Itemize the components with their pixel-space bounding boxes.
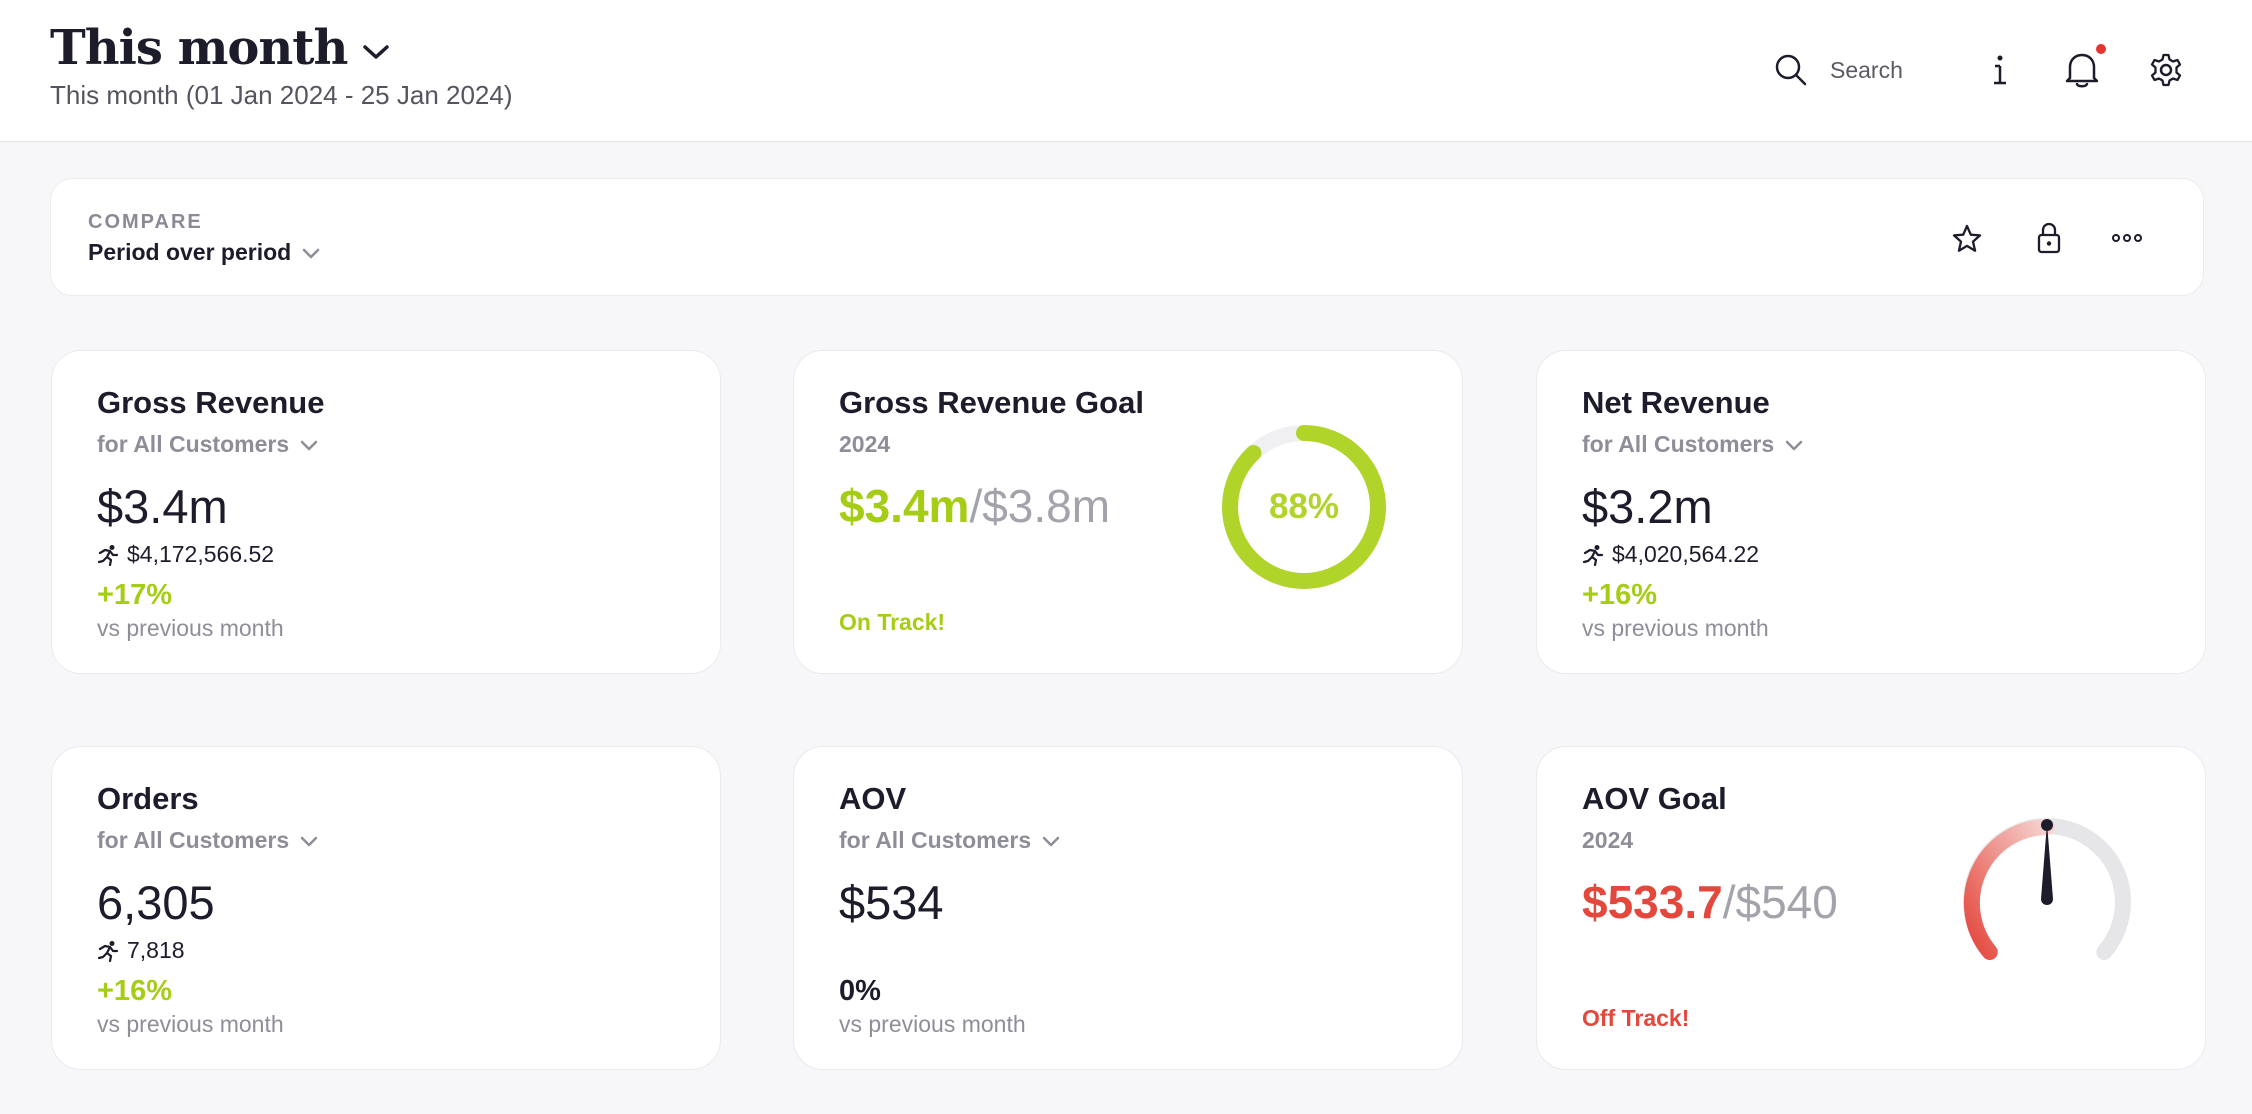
comparison-label: vs previous month [97,1011,284,1037]
customer-filter[interactable]: for All Customers [839,827,1061,854]
orders-card[interactable]: Orders for All Customers 6,305 7,818 +16… [51,746,721,1070]
notification-badge [2096,44,2106,54]
date-range: This month (01 Jan 2024 - 25 Jan 2024) [50,80,513,110]
chevron-down-icon[interactable] [1784,438,1804,452]
run-rate: 7,818 [97,937,185,964]
goal-gauge-chart [1963,817,2131,960]
change-percent: +17% [97,579,172,611]
compare-value[interactable]: Period over period [88,239,292,265]
customer-filter-label[interactable]: for All Customers [97,431,290,457]
goal-separator: / [969,480,983,532]
aov-card[interactable]: AOV for All Customers $534 0% vs previou… [793,746,1463,1070]
card-title: AOV Goal [1582,781,1727,816]
goal-donut-chart: 88% [1222,425,1386,589]
period-selector[interactable]: This month [50,20,391,76]
card-title: Gross Revenue [97,385,325,420]
customer-filter-label[interactable]: for All Customers [97,827,290,853]
change-percent: 0% [839,975,881,1007]
chevron-down-icon[interactable] [299,834,319,848]
running-figure-icon [1582,544,1604,566]
card-title: AOV [839,781,907,816]
info-icon[interactable] [1988,52,2012,88]
goal-current: $3.4m [839,480,970,532]
gross-revenue-card[interactable]: Gross Revenue for All Customers $3.4m $4… [51,350,721,674]
change-percent: +16% [97,975,172,1007]
gross-revenue-goal-card[interactable]: Gross Revenue Goal 2024 $3.4m/$3.8m On T… [793,350,1463,674]
metric-value: 6,305 [97,876,215,929]
chevron-down-icon[interactable] [301,246,321,260]
search-input[interactable]: Search [1830,57,1903,83]
run-rate-value: $4,020,564.22 [1612,541,1760,567]
bell-icon[interactable] [2064,50,2100,90]
comparison-label: vs previous month [1582,615,1769,641]
run-rate-value: $4,172,566.52 [127,541,275,567]
goal-current: $533.7 [1582,876,1723,928]
page-header: This month This month (01 Jan 2024 - 25 … [0,0,2252,142]
donut-percent-label: 88% [1269,487,1339,526]
run-rate: $4,172,566.52 [97,541,274,568]
card-title: Orders [97,781,199,816]
more-icon[interactable] [2111,231,2143,245]
gear-icon[interactable] [2148,52,2184,88]
comparison-label: vs previous month [97,615,284,641]
metric-value: $3.2m [1582,480,1713,533]
goal-year: 2024 [839,431,891,457]
chevron-down-icon[interactable] [299,438,319,452]
card-title: Gross Revenue Goal [839,385,1144,420]
goal-target: $3.8m [982,480,1111,532]
run-rate-value: 7,818 [127,937,185,963]
metric-value: $534 [839,876,944,929]
gauge-needle-cap [2041,819,2053,831]
compare-bar: COMPARE Period over period [50,178,2204,296]
goal-target: $540 [1735,876,1838,928]
customer-filter-label[interactable]: for All Customers [1582,431,1775,457]
donut-progress [1222,425,1386,589]
customer-filter[interactable]: for All Customers [97,827,319,854]
page-title[interactable]: This month [50,20,348,76]
goal-progress-value: $3.4m/$3.8m [839,479,1110,533]
net-revenue-card[interactable]: Net Revenue for All Customers $3.2m $4,0… [1536,350,2206,674]
chevron-down-icon[interactable] [361,42,391,62]
gauge-needle [2041,823,2053,905]
metric-value: $3.4m [97,480,228,533]
comparison-label: vs previous month [839,1011,1026,1037]
star-icon[interactable] [1951,223,1983,255]
running-figure-icon [97,940,119,962]
customer-filter-label[interactable]: for All Customers [839,827,1032,853]
change-percent: +16% [1582,579,1657,611]
goal-progress-value: $533.7/$540 [1582,875,1838,929]
goal-status: Off Track! [1582,1005,1690,1031]
lock-icon[interactable] [2033,221,2065,255]
customer-filter[interactable]: for All Customers [97,431,319,458]
card-title: Net Revenue [1582,385,1770,420]
customer-filter[interactable]: for All Customers [1582,431,1804,458]
goal-separator: / [1722,876,1736,928]
running-figure-icon [97,544,119,566]
chevron-down-icon[interactable] [1041,834,1061,848]
search-icon[interactable] [1773,52,1809,88]
gauge-progress [1963,819,2055,960]
compare-dropdown[interactable]: Period over period [88,239,321,266]
compare-label: COMPARE [88,211,203,233]
goal-year: 2024 [1582,827,1634,853]
run-rate: $4,020,564.22 [1582,541,1759,568]
goal-status: On Track! [839,609,946,635]
aov-goal-card[interactable]: AOV Goal 2024 $533.7/$540 Off Track! [1536,746,2206,1070]
